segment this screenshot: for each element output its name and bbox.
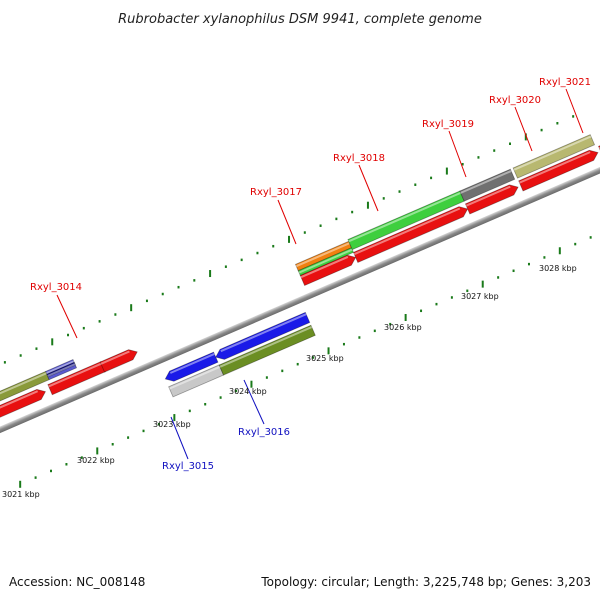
- gene-rxyl-3018-cds-highlight: [353, 207, 461, 256]
- gene-rxyl-3016-cds-highlight: [220, 313, 307, 353]
- leader-rxyl-3020: [514, 106, 533, 152]
- kbp-labels: 3021 kbp 3022 kbp 3023 kbp 3024 kbp 3025…: [2, 264, 577, 499]
- gene-rxyl-3016-feature-highlight: [219, 326, 313, 368]
- gene-rxyl-3017-rna-a-highlight: [295, 242, 350, 268]
- gene-rxyl-3020-cds[interactable]: [518, 149, 599, 192]
- gene-rxyl-3013-feature[interactable]: [0, 370, 50, 406]
- gene-label-rxyl-3015[interactable]: Rxyl_3015: [162, 461, 214, 472]
- gene-rxyl-3013-cds[interactable]: [0, 388, 47, 420]
- leader-rxyl-3015: [170, 416, 189, 460]
- gene-rxyl-3017-cds-highlight: [300, 256, 349, 279]
- gene-rxyl-3019-cds[interactable]: [464, 184, 519, 215]
- kbp-label-3026: 3026 kbp: [384, 323, 422, 332]
- gene-rxyl-3019-cds-highlight: [465, 185, 511, 207]
- gene-rxyl-3013-feature-highlight: [0, 372, 47, 395]
- gene-label-rxyl-3014[interactable]: Rxyl_3014: [30, 282, 82, 293]
- gene-label-rxyl-3020[interactable]: Rxyl_3020: [489, 95, 541, 106]
- kbp-label-3025: 3025 kbp: [306, 354, 344, 363]
- gene-label-rxyl-3016[interactable]: Rxyl_3016: [238, 427, 290, 438]
- kbp-label-3027: 3027 kbp: [461, 292, 499, 301]
- topology-text: Topology: circular; Length: 3,225,748 bp…: [260, 575, 591, 589]
- gene-label-rxyl-3021[interactable]: Rxyl_3021: [539, 77, 591, 88]
- label-leaders: [56, 88, 584, 460]
- gene-rxyl-3020-feature[interactable]: [512, 134, 596, 179]
- gene-rxyl-3014-cds-a-highlight: [48, 362, 103, 388]
- leader-rxyl-3021: [565, 88, 584, 134]
- kbp-label-3022: 3022 kbp: [77, 456, 115, 465]
- gene-rxyl-3014-core-highlight: [47, 363, 76, 377]
- kbp-label-3028: 3028 kbp: [539, 264, 577, 273]
- leader-rxyl-3018: [358, 164, 379, 212]
- gene-rxyl-3016-feature[interactable]: [218, 324, 316, 376]
- gene-rxyl-3018-cds[interactable]: [352, 206, 469, 263]
- leader-rxyl-3017: [277, 199, 297, 245]
- position-ticks: [3, 115, 592, 488]
- leader-rxyl-3019: [448, 130, 467, 178]
- gene-rxyl-3017-rna-b[interactable]: [297, 247, 354, 276]
- gene-rxyl-3014-feature-highlight: [45, 360, 75, 375]
- gene-rxyl-3019-feature-highlight: [460, 170, 512, 194]
- gene-features: [0, 134, 600, 420]
- genome-backbone: [0, 139, 600, 461]
- leader-rxyl-3014: [56, 294, 78, 339]
- gene-rxyl-3017-rna-b-highlight: [298, 248, 353, 274]
- gene-rxyl-3014-cds-b-highlight: [100, 350, 130, 365]
- gene-label-rxyl-3017[interactable]: Rxyl_3017: [250, 187, 302, 198]
- gene-rxyl-3020-feature-highlight: [513, 135, 592, 171]
- leader-rxyl-3016: [243, 379, 265, 425]
- gene-rxyl-3014-cds-b[interactable]: [99, 349, 138, 373]
- gene-labels: Rxyl_3014 Rxyl_3015 Rxyl_3016 Rxyl_3017 …: [30, 77, 591, 472]
- gene-rxyl-3015-feature-highlight: [169, 365, 221, 390]
- accession-text: Accession: NC_008148: [9, 575, 145, 589]
- gene-label-rxyl-3018[interactable]: Rxyl_3018: [333, 153, 385, 164]
- gene-rxyl-3015-cds-highlight: [169, 353, 215, 374]
- gene-rxyl-3018-feature-highlight: [348, 191, 462, 243]
- kbp-label-3024: 3024 kbp: [229, 387, 267, 396]
- gene-rxyl-3019-feature[interactable]: [459, 168, 516, 202]
- kbp-label-3021: 3021 kbp: [2, 490, 40, 499]
- gene-rxyl-3016-cds[interactable]: [215, 311, 311, 360]
- gene-rxyl-3015-cds[interactable]: [164, 351, 219, 382]
- kbp-label-3023: 3023 kbp: [153, 420, 191, 429]
- gene-rxyl-3013-cds-highlight: [0, 390, 39, 409]
- map-title: Rubrobacter xylanophilus DSM 9941, compl…: [118, 12, 482, 27]
- gene-rxyl-3020-cds-highlight: [519, 151, 591, 184]
- gene-label-rxyl-3019[interactable]: Rxyl_3019: [422, 119, 474, 130]
- gene-rxyl-3014-core[interactable]: [46, 361, 76, 378]
